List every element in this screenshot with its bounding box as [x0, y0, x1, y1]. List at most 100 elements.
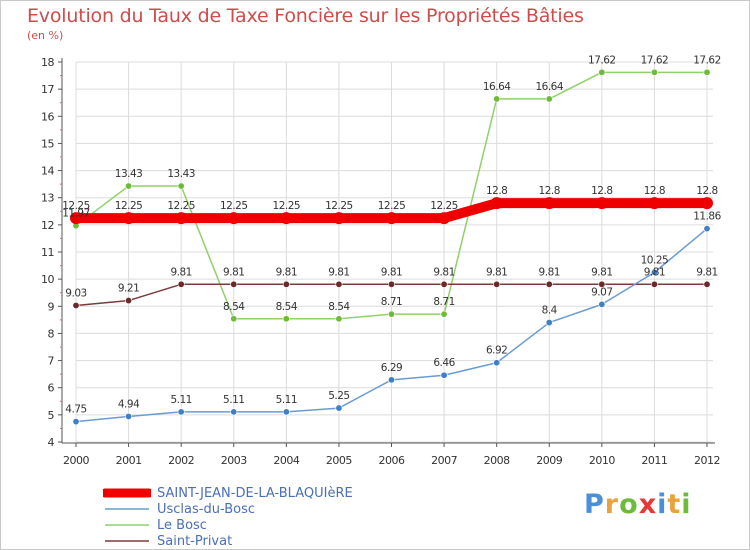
y-tick-label: 13	[41, 192, 54, 205]
data-point	[545, 95, 553, 103]
data-label: 9.81	[276, 266, 297, 278]
data-label: 12.25	[62, 200, 90, 212]
data-point	[280, 212, 293, 225]
data-point	[125, 297, 133, 305]
logo-letter: x	[638, 489, 658, 520]
data-label: 13.43	[167, 168, 195, 180]
data-label: 16.64	[483, 81, 511, 93]
data-point	[438, 212, 451, 225]
data-point	[598, 280, 606, 288]
data-point	[125, 182, 133, 190]
data-label: 9.81	[381, 266, 402, 278]
data-point	[282, 315, 290, 323]
data-label: 12.25	[115, 200, 143, 212]
data-label: 12.8	[696, 185, 717, 197]
x-tick-label: 2007	[431, 454, 457, 467]
data-label: 9.21	[118, 283, 139, 295]
data-label: 9.81	[433, 266, 454, 278]
data-point	[230, 315, 238, 323]
data-point	[175, 212, 188, 225]
data-label: 8.54	[276, 301, 298, 313]
data-point	[703, 68, 711, 76]
data-point	[440, 310, 448, 318]
legend-item[interactable]: Saint-Privat	[103, 533, 353, 549]
data-label: 17.62	[641, 54, 669, 66]
legend-label: Usclas-du-Bosc	[157, 501, 255, 517]
data-label: 12.25	[378, 200, 406, 212]
data-label: 13.43	[115, 168, 143, 180]
y-tick-label: 12	[41, 219, 54, 232]
legend-swatch	[105, 540, 149, 542]
chart-title: Evolution du Taux de Taxe Foncière sur l…	[27, 5, 584, 27]
legend-swatch	[105, 508, 149, 510]
data-label: 11.97	[62, 208, 90, 220]
data-label: 9.81	[486, 266, 507, 278]
logo-letter: o	[619, 489, 639, 520]
data-label: 9.07	[591, 286, 612, 298]
legend-item[interactable]: Usclas-du-Bosc	[103, 501, 353, 517]
data-point	[598, 300, 606, 308]
data-point	[70, 212, 82, 225]
y-tick-label: 4	[48, 436, 55, 449]
data-label: 12.25	[273, 200, 301, 212]
data-point	[335, 404, 343, 412]
data-point	[125, 412, 133, 420]
legend-swatch	[103, 488, 151, 498]
legend-label: SAINT-JEAN-DE-LA-BLAQUIèRE	[157, 485, 353, 501]
data-label: 9.81	[696, 266, 717, 278]
x-tick-label: 2008	[484, 454, 510, 467]
y-tick-label: 6	[48, 382, 55, 395]
data-label: 5.11	[276, 394, 297, 406]
y-tick-label: 17	[41, 83, 54, 96]
data-point	[545, 319, 553, 327]
data-label: 5.25	[328, 390, 349, 402]
data-point	[122, 212, 135, 225]
data-point	[493, 95, 501, 103]
unit-label: (en %)	[27, 29, 64, 42]
data-point	[177, 280, 185, 288]
x-tick-label: 2000	[63, 454, 89, 467]
legend-item[interactable]: Le Bosc	[103, 517, 353, 533]
data-label: 4.75	[65, 404, 86, 416]
y-tick-label: 10	[41, 273, 54, 286]
data-point	[490, 197, 503, 210]
data-label: 17.62	[693, 54, 721, 66]
legend-swatch	[105, 524, 149, 526]
y-tick-label: 16	[41, 110, 54, 123]
y-tick-label: 5	[48, 409, 55, 422]
x-tick-label: 2009	[536, 454, 562, 467]
legend-item[interactable]: SAINT-JEAN-DE-LA-BLAQUIèRE	[103, 485, 353, 501]
data-label: 9.81	[539, 266, 560, 278]
data-point	[493, 280, 501, 288]
data-label: 12.8	[486, 185, 507, 197]
data-label: 6.46	[433, 357, 455, 369]
data-point	[335, 315, 343, 323]
logo-letter: t	[667, 489, 682, 520]
data-label: 12.25	[430, 200, 458, 212]
y-tick-label: 9	[48, 300, 55, 313]
x-tick-label: 2001	[116, 454, 142, 467]
data-point	[650, 268, 658, 276]
data-label: 9.03	[65, 287, 86, 299]
data-label: 9.81	[223, 266, 244, 278]
data-label: 6.29	[381, 362, 402, 374]
data-point	[282, 408, 290, 416]
data-label: 8.54	[223, 301, 245, 313]
data-point	[72, 418, 80, 426]
x-tick-label: 2010	[589, 454, 615, 467]
data-point	[598, 68, 606, 76]
data-label: 5.11	[170, 394, 191, 406]
data-point	[227, 212, 240, 225]
data-point	[177, 408, 185, 416]
data-label: 9.81	[591, 266, 612, 278]
x-tick-label: 2011	[641, 454, 667, 467]
data-label: 12.8	[644, 185, 665, 197]
x-tick-label: 2005	[326, 454, 352, 467]
data-point	[648, 197, 661, 210]
logo-letter: i	[657, 489, 668, 520]
data-label: 8.71	[381, 296, 402, 308]
proxiti-logo[interactable]: Proxiti	[584, 489, 692, 520]
x-tick-label: 2004	[273, 454, 299, 467]
data-label: 8.4	[542, 305, 558, 317]
